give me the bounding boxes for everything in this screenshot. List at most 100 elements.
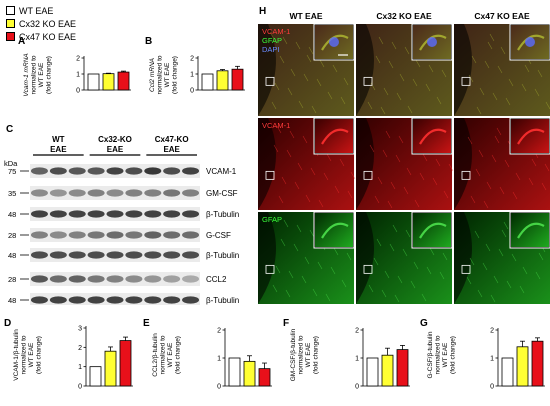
roi-box: [461, 76, 471, 86]
inset-image: [511, 213, 549, 247]
bar: [102, 73, 115, 91]
micrograph-fiber: [443, 190, 449, 199]
micrograph-fiber: [468, 74, 474, 83]
micrograph-fiber: [276, 125, 282, 134]
y-axis-label-line: normalized to: [31, 55, 38, 94]
protein-label: GM-CSF: [206, 189, 238, 198]
micrograph-green: [356, 211, 453, 304]
y-axis-label-line: WT EAE: [164, 62, 171, 87]
micrograph-fiber: [286, 149, 292, 158]
micrograph-fiber: [295, 41, 301, 50]
channel-label: GFAP: [262, 36, 282, 45]
micrograph-fiber: [406, 167, 412, 176]
blot-band: [87, 296, 105, 304]
kda-marker: 35: [8, 189, 16, 198]
blot-band: [30, 231, 48, 239]
protein-label: G-CSF: [206, 231, 231, 240]
micrograph-fiber: [469, 257, 475, 266]
blot-band: [182, 231, 200, 239]
roi-box: [363, 76, 373, 86]
micrograph-fiber: [492, 92, 498, 101]
blot-band: [49, 167, 67, 175]
micrograph-fiber: [521, 83, 527, 92]
micrograph-fiber: [308, 46, 314, 55]
chart-b: Ccl2 mRNA normalized to WT EAE (fold change…: [149, 55, 245, 95]
bar: [516, 346, 529, 387]
micrograph-fiber: [311, 105, 317, 114]
panel-letter-d: D: [4, 318, 12, 329]
y-tick-label: 0: [355, 384, 359, 391]
blot-band: [87, 231, 105, 239]
y-axis-label-line: normalized to: [21, 335, 28, 374]
inset-image: [413, 119, 451, 153]
blot-band: [163, 296, 181, 304]
micrograph-fiber: [319, 59, 325, 68]
micrograph-fiber: [435, 158, 441, 167]
micrograph-fiber: [290, 68, 296, 77]
chart-g: G-CSF/β-tubulin normalized to WT EAE (fold …: [427, 328, 545, 391]
channel-label: VCAM-1: [262, 121, 290, 130]
y-tick-label: 2: [78, 345, 82, 352]
bar: [381, 354, 394, 387]
micrograph-fiber: [297, 162, 303, 171]
blot-band: [125, 296, 143, 304]
bar: [396, 349, 409, 387]
micrograph-fiber: [388, 60, 394, 69]
y-axis-label: Vcam-1 mRNA normalized to WT EAE (fold chan…: [23, 53, 53, 96]
micrograph-fiber: [538, 252, 544, 261]
y-axis-label: CCL2/β-tubulin normalized to WT EAE (fold c…: [152, 333, 182, 377]
micrograph-red: [454, 117, 550, 210]
micrograph-fiber: [466, 276, 472, 285]
micrograph-fiber: [422, 153, 428, 162]
y-axis-label-line: normalized to: [157, 55, 164, 94]
micrograph-red: [258, 117, 356, 210]
micrograph-fiber: [504, 159, 510, 168]
micrograph-fiber: [545, 101, 550, 110]
micrograph-fiber: [421, 293, 427, 302]
blot-band: [182, 251, 200, 259]
micrograph-fiber: [505, 97, 511, 106]
micrograph-shadow: [454, 24, 472, 116]
micrograph-fiber: [384, 270, 390, 279]
micrograph-fiber: [512, 191, 518, 200]
inset-image: [511, 119, 549, 153]
panel-letter-b: B: [145, 36, 153, 47]
micrograph-shadow: [454, 118, 472, 210]
roi-box: [265, 76, 275, 86]
blot-band: [68, 189, 86, 197]
panel-letter-c: C: [6, 124, 14, 135]
blot-band: [163, 251, 181, 259]
blot-band: [87, 275, 105, 283]
micrograph-fiber: [412, 78, 418, 87]
inset-cell: [517, 34, 545, 51]
micrograph-fiber: [494, 135, 500, 144]
blot-band: [106, 275, 124, 283]
protein-label: β-Tubulin: [206, 296, 239, 305]
micrograph-fiber: [432, 177, 438, 186]
micrograph-fiber: [413, 261, 419, 270]
micrograph-fiber: [310, 167, 316, 176]
micrograph-fiber: [376, 238, 382, 247]
y-tick-label: 2: [490, 328, 494, 335]
micrograph-fiber: [503, 221, 509, 230]
micrograph-fiber: [274, 82, 280, 91]
micrograph-merge: [258, 23, 355, 116]
micrograph-fiber: [489, 33, 495, 42]
micrograph-fiber: [312, 288, 318, 297]
legend-swatch: [6, 6, 15, 15]
blot-band: [182, 296, 200, 304]
micrograph-fiber: [484, 60, 490, 69]
micrograph-fiber: [272, 284, 278, 293]
micrograph-shadow: [356, 212, 374, 304]
bar: [366, 357, 379, 387]
micrograph-fiber: [323, 172, 329, 181]
micrograph-fiber: [302, 135, 308, 144]
micrograph-fiber: [304, 256, 310, 265]
blot-band: [144, 167, 162, 175]
micrograph-fiber: [522, 266, 528, 275]
roi-box: [265, 264, 275, 274]
micrograph-fiber: [397, 275, 403, 284]
micrograph-fiber: [528, 177, 534, 186]
micrograph-fiber: [414, 199, 420, 208]
micrograph-fiber: [535, 271, 541, 280]
